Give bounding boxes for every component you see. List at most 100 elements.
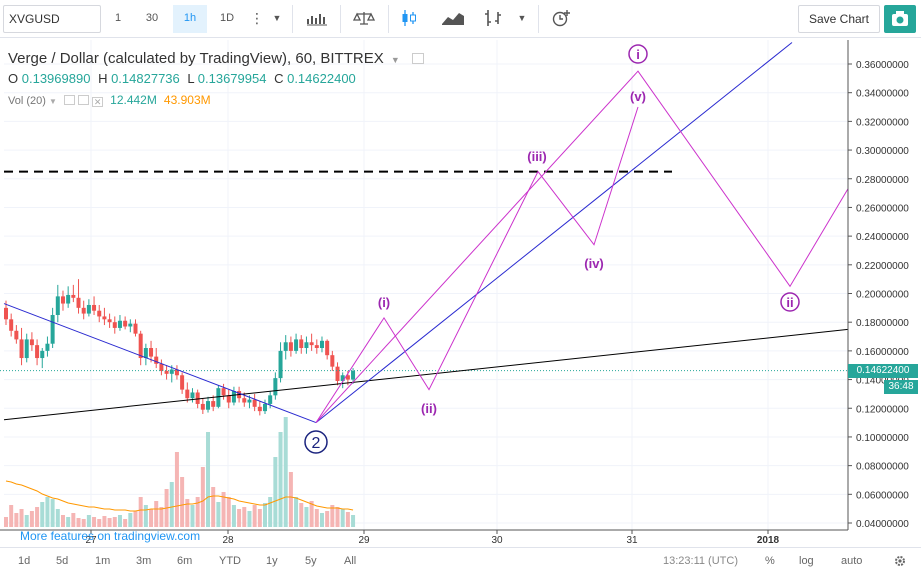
- uptrend-line: [315, 42, 793, 423]
- volume-bar: [55, 509, 60, 527]
- candle-up: [268, 395, 273, 404]
- volume-bar: [71, 513, 76, 527]
- more-intervals-icon[interactable]: ⋮: [250, 10, 264, 26]
- watermark-link[interactable]: More features on tradingview.com: [20, 529, 201, 543]
- candle-down: [325, 340, 330, 356]
- candle-up: [231, 391, 236, 403]
- range-5d-button[interactable]: 5d: [56, 555, 69, 567]
- range-ytd-button[interactable]: YTD: [219, 555, 241, 567]
- volume-settings-icon[interactable]: [78, 95, 90, 105]
- wave-path-minor: [315, 106, 639, 423]
- volume-bar: [159, 507, 164, 527]
- range-1y-button[interactable]: 1y: [266, 555, 278, 567]
- y-tick-label: 0.18000000: [856, 318, 909, 329]
- candle-up: [273, 378, 278, 396]
- candle-up: [294, 339, 299, 351]
- volume-bar: [221, 492, 226, 527]
- volume-bar: [190, 505, 195, 527]
- percent-scale-button[interactable]: %: [765, 555, 775, 567]
- range-1d-button[interactable]: 1d: [18, 555, 31, 567]
- candle-up: [86, 304, 91, 314]
- volume-bar: [14, 513, 19, 527]
- candle-down: [9, 319, 14, 331]
- title-dropdown-icon[interactable]: ▼: [390, 55, 400, 65]
- y-tick-label: 0.36000000: [856, 60, 909, 71]
- candle-up: [66, 294, 71, 304]
- candle-down: [97, 310, 102, 317]
- candle-down: [252, 399, 257, 407]
- range-5y-button[interactable]: 5y: [305, 555, 317, 567]
- volume-bar: [60, 515, 65, 527]
- volume-bar: [45, 497, 50, 527]
- volume-bar: [283, 417, 288, 527]
- volume-legend: Vol (20) ▼ ✕ 12.442M 43.903M: [8, 93, 211, 107]
- candle-up: [319, 340, 324, 349]
- volume-bar: [273, 457, 278, 527]
- candle-down: [335, 366, 340, 381]
- candle-down: [35, 345, 40, 359]
- y-tick-label: 0.24000000: [856, 232, 909, 243]
- candle-down: [309, 342, 314, 346]
- volume-remove-icon[interactable]: ✕: [92, 97, 104, 107]
- volume-bar: [314, 509, 319, 527]
- candle-up: [117, 320, 122, 328]
- bar-countdown: 36:48: [884, 380, 918, 394]
- volume-bar: [180, 477, 185, 527]
- wave-circle-ii: [780, 292, 800, 312]
- save-chart-button[interactable]: Save Chart: [798, 5, 880, 33]
- range-3m-button[interactable]: 3m: [136, 555, 152, 567]
- candle-up: [206, 401, 211, 410]
- indicators-icon[interactable]: [298, 5, 336, 33]
- candle-up: [143, 348, 148, 359]
- candles-style-icon[interactable]: [394, 5, 424, 33]
- volume-bar: [107, 518, 112, 527]
- downtrend-line: [3, 303, 317, 424]
- volume-bar: [9, 505, 14, 527]
- bars-style-icon[interactable]: [478, 5, 508, 33]
- y-tick-label: 0.06000000: [856, 490, 909, 501]
- volume-bar: [325, 511, 330, 527]
- y-tick-label: 0.34000000: [856, 89, 909, 100]
- settings-gear-icon[interactable]: [893, 548, 907, 574]
- range-6m-button[interactable]: 6m: [177, 555, 193, 567]
- candle-down: [314, 345, 319, 349]
- volume-bar: [231, 505, 236, 527]
- interval-dropdown-icon[interactable]: ▼: [272, 13, 282, 23]
- ohlc-values: O 0.13969890 H 0.14827736 L 0.13679954 C…: [8, 71, 356, 86]
- utc-clock[interactable]: 13:23:11 (UTC): [663, 555, 738, 567]
- range-all-button[interactable]: All: [344, 555, 357, 567]
- x-tick-label: 2018: [757, 535, 780, 546]
- volume-bar: [92, 517, 97, 527]
- volume-dropdown-icon[interactable]: ▼: [48, 97, 57, 106]
- x-tick-label: 30: [491, 535, 503, 546]
- volume-bar: [76, 518, 81, 527]
- volume-bar: [97, 519, 102, 527]
- range-1m-button[interactable]: 1m: [95, 555, 111, 567]
- log-scale-button[interactable]: log: [799, 555, 814, 567]
- camera-icon[interactable]: [884, 5, 916, 33]
- chart-style-dropdown-icon[interactable]: ▼: [517, 13, 527, 23]
- volume-visibility-icon[interactable]: [63, 95, 75, 105]
- candle-up: [24, 339, 29, 359]
- chart-title: Verge / Dollar (calculated by TradingVie…: [8, 50, 384, 67]
- alert-add-icon[interactable]: [544, 5, 580, 33]
- volume-bar: [149, 509, 154, 527]
- compare-icon[interactable]: [346, 5, 382, 33]
- candle-down: [71, 294, 76, 298]
- symbol-input[interactable]: XVGUSD: [3, 5, 101, 33]
- interval-1d-button[interactable]: 1D: [219, 12, 235, 24]
- volume-bar: [24, 515, 29, 527]
- volume-bar: [278, 432, 283, 527]
- interval-1-button[interactable]: 1: [114, 12, 122, 24]
- auto-scale-button[interactable]: auto: [841, 555, 863, 567]
- area-style-icon[interactable]: [436, 5, 470, 33]
- volume-bar: [304, 507, 309, 527]
- candle-down: [112, 322, 117, 328]
- candle-up: [216, 388, 221, 407]
- volume-bar: [138, 497, 143, 527]
- interval-30-button[interactable]: 30: [145, 12, 159, 24]
- hide-series-icon[interactable]: [412, 53, 424, 64]
- interval-1h-button[interactable]: 1h: [173, 5, 207, 33]
- y-tick-label: 0.26000000: [856, 203, 909, 214]
